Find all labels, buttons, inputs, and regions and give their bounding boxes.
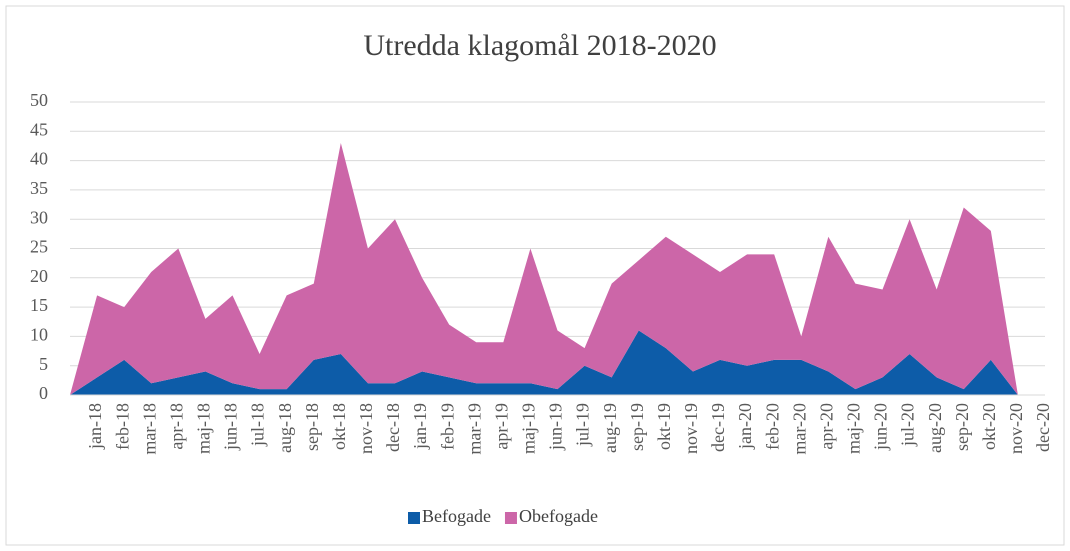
- x-tick-label: maj-18: [194, 403, 214, 454]
- x-tick-label: aug-18: [275, 403, 295, 453]
- chart-title: Utredda klagomål 2018-2020: [363, 29, 716, 62]
- legend-swatch: [504, 512, 517, 524]
- x-tick-label: feb-20: [762, 403, 782, 450]
- x-tick-label: jul-19: [573, 403, 593, 447]
- legend-label: Obefogade: [519, 506, 598, 526]
- x-tick-label: sep-18: [302, 403, 322, 451]
- legend-swatch: [408, 512, 420, 524]
- x-tick-label: dec-20: [1033, 403, 1053, 452]
- x-tick-label: jan-20: [735, 403, 755, 450]
- x-tick-label: nov-18: [356, 403, 376, 454]
- y-tick-label: 10: [30, 325, 48, 345]
- x-tick-label: jul-20: [898, 403, 918, 447]
- y-tick-label: 50: [30, 90, 48, 110]
- x-tick-label: aug-20: [925, 403, 945, 453]
- x-tick-label: jun-18: [221, 403, 241, 451]
- legend-label: Befogade: [422, 506, 491, 526]
- x-tick-label: feb-19: [437, 403, 457, 450]
- y-tick-label: 0: [39, 383, 48, 403]
- x-tick-label: jan-19: [410, 403, 430, 450]
- x-tick-label: dec-19: [708, 403, 728, 452]
- x-tick-label: okt-18: [329, 403, 349, 450]
- x-tick-label: jun-20: [871, 403, 891, 451]
- area: [70, 330, 1045, 395]
- x-tick-label: feb-18: [112, 403, 132, 450]
- x-tick-label: nov-20: [1006, 403, 1026, 454]
- x-tick-label: maj-20: [844, 403, 864, 454]
- y-tick-label: 15: [30, 295, 48, 315]
- x-tick-label: aug-19: [600, 403, 620, 453]
- y-tick-label: 35: [30, 178, 48, 198]
- x-tick-label: sep-20: [952, 403, 972, 451]
- x-tick-label: jul-18: [248, 403, 268, 447]
- y-tick-label: 45: [30, 119, 48, 139]
- x-tick-label: mar-18: [139, 403, 159, 455]
- y-tick-label: 5: [39, 354, 48, 374]
- x-tick-label: apr-20: [816, 403, 836, 450]
- x-tick-label: okt-19: [654, 403, 674, 450]
- x-tick-label: dec-18: [383, 403, 403, 452]
- x-tick-label: jan-18: [85, 403, 105, 450]
- y-tick-label: 40: [30, 149, 48, 169]
- y-tick-label: 30: [30, 207, 48, 227]
- y-tick-label: 20: [30, 266, 48, 286]
- x-tick-label: nov-19: [681, 403, 701, 454]
- area: [70, 143, 1045, 395]
- x-tick-label: maj-19: [519, 403, 539, 454]
- x-tick-label: mar-20: [789, 403, 809, 455]
- x-tick-label: apr-18: [166, 403, 186, 450]
- x-tick-label: okt-20: [979, 403, 999, 450]
- x-tick-label: mar-19: [464, 403, 484, 455]
- x-tick-label: sep-19: [627, 403, 647, 451]
- y-tick-label: 25: [30, 237, 48, 257]
- x-tick-label: jun-19: [546, 403, 566, 451]
- x-tick-label: apr-19: [491, 403, 511, 450]
